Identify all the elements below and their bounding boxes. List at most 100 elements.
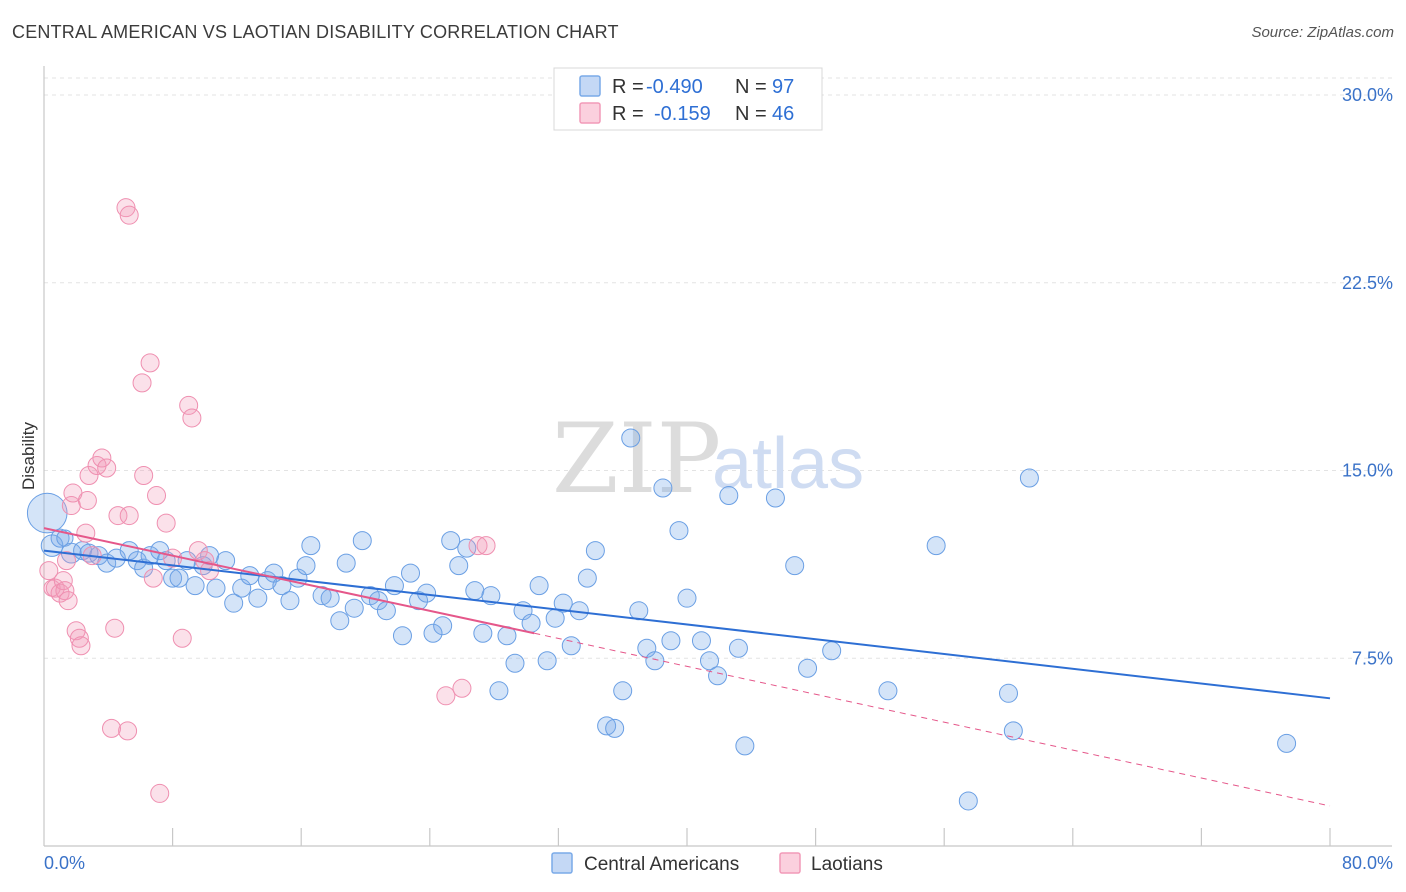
stats-legend-swatch-pink bbox=[579, 102, 601, 124]
laotian-point-25 bbox=[119, 506, 139, 526]
central-american-point-93 bbox=[958, 791, 978, 811]
legend-label-central-americans: Central Americans bbox=[584, 854, 739, 875]
central-american-point-89 bbox=[798, 658, 818, 678]
central-american-point-79 bbox=[669, 521, 689, 541]
central-american-point-61 bbox=[521, 613, 541, 633]
stats-legend-swatch-blue bbox=[579, 75, 601, 97]
central-american-point-45 bbox=[392, 626, 412, 646]
central-american-point-59 bbox=[505, 653, 525, 673]
central-american-point-81 bbox=[691, 631, 711, 651]
central-american-point-17 bbox=[169, 568, 189, 588]
laotian-point-20 bbox=[102, 718, 122, 738]
laotian-point-6 bbox=[57, 551, 77, 571]
central-american-point-85 bbox=[728, 638, 748, 658]
laotian-point-18 bbox=[92, 448, 112, 468]
central-american-point-86 bbox=[735, 736, 755, 756]
central-american-point-51 bbox=[441, 531, 461, 551]
y-tick-labels: 7.5% 15.0% 22.5% 30.0% bbox=[1342, 85, 1393, 668]
axes bbox=[43, 66, 1392, 847]
central-american-point-94 bbox=[999, 683, 1018, 703]
central-american-point-12 bbox=[134, 558, 154, 578]
watermark-atlas: atlas bbox=[712, 424, 864, 504]
x-tick-labels: 0.0% 80.0% bbox=[44, 853, 1393, 873]
central-american-point-57 bbox=[489, 681, 509, 701]
central-american-point-62 bbox=[529, 576, 549, 596]
laotian-point-21 bbox=[105, 618, 125, 638]
central-american-point-97 bbox=[1277, 733, 1297, 753]
laotian-point-19 bbox=[97, 458, 117, 478]
laotian-point-36 bbox=[179, 395, 199, 415]
series-legend: Central Americans Laotians bbox=[551, 852, 883, 875]
laotian-point-12 bbox=[71, 636, 91, 656]
y-tick-label-3: 30.0% bbox=[1342, 85, 1393, 105]
central-american-point-38 bbox=[336, 553, 356, 573]
central-american-point-73 bbox=[621, 428, 641, 448]
laotian-point-41 bbox=[436, 686, 456, 706]
central-american-point-56 bbox=[481, 586, 501, 606]
x-tick-label-1: 80.0% bbox=[1342, 853, 1393, 873]
central-american-point-22 bbox=[206, 578, 226, 598]
central-american-point-63 bbox=[537, 651, 557, 671]
central-american-point-37 bbox=[330, 611, 350, 631]
central-american-point-65 bbox=[553, 593, 573, 613]
central-american-point-40 bbox=[352, 531, 372, 551]
chart-title: CENTRAL AMERICAN VS LAOTIAN DISABILITY C… bbox=[12, 22, 619, 42]
legend-label-laotians: Laotians bbox=[811, 854, 883, 875]
central-american-point-2 bbox=[50, 528, 70, 548]
central-american-point-87 bbox=[765, 488, 785, 508]
laotian-point-28 bbox=[134, 466, 154, 486]
laotian-point-31 bbox=[147, 486, 167, 506]
central-american-point-35 bbox=[312, 586, 332, 606]
laotian-point-24 bbox=[118, 721, 138, 741]
central-american-point-33 bbox=[296, 556, 316, 576]
central-american-point-27 bbox=[248, 588, 268, 608]
central-american-point-70 bbox=[597, 716, 617, 736]
y-axis-label: Disability bbox=[19, 421, 38, 490]
central-american-point-31 bbox=[280, 591, 300, 611]
central-american-point-88 bbox=[785, 556, 805, 576]
central-american-point-74 bbox=[629, 601, 649, 621]
watermark-zip: ZIP bbox=[552, 403, 721, 515]
central-american-point-53 bbox=[457, 538, 477, 558]
central-american-point-24 bbox=[224, 593, 244, 613]
central-american-point-83 bbox=[708, 666, 728, 686]
trend-lines bbox=[43, 527, 1331, 807]
central-american-point-96 bbox=[1019, 468, 1039, 488]
laotian-point-29 bbox=[140, 353, 160, 373]
laotian-point-33 bbox=[156, 513, 176, 533]
central-american-point-77 bbox=[653, 478, 673, 498]
legend-swatch-laotians bbox=[779, 852, 801, 874]
laotian-trend-extension bbox=[534, 632, 1331, 807]
central-american-point-78 bbox=[661, 631, 681, 651]
central-american-point-0 bbox=[26, 492, 68, 534]
laotian-point-22 bbox=[108, 506, 128, 526]
central-american-point-52 bbox=[449, 556, 469, 576]
laotian-point-4 bbox=[53, 571, 73, 591]
laotian-point-43 bbox=[468, 536, 488, 556]
laotian-point-37 bbox=[182, 408, 202, 428]
stats-legend-r-label-1: R = bbox=[612, 76, 644, 98]
central-american-trend-line bbox=[43, 549, 1331, 700]
central-american-point-54 bbox=[465, 581, 485, 601]
central-american-point-49 bbox=[423, 623, 443, 643]
laotian-point-11 bbox=[69, 628, 89, 648]
laotian-point-42 bbox=[452, 678, 472, 698]
laotian-trend-line bbox=[43, 527, 535, 635]
stats-legend-r-value-1: -0.490 bbox=[646, 76, 703, 98]
source-label: Source: ZipAtlas.com bbox=[1251, 24, 1394, 41]
laotian-point-35 bbox=[172, 628, 192, 648]
central-american-point-16 bbox=[163, 568, 183, 588]
laotian-point-3 bbox=[50, 583, 70, 603]
central-american-point-71 bbox=[605, 718, 625, 738]
central-american-point-47 bbox=[409, 591, 429, 611]
watermark: ZIP atlas bbox=[552, 403, 864, 515]
central-american-point-36 bbox=[320, 588, 340, 608]
x-tick-label-0: 0.0% bbox=[44, 853, 85, 873]
central-american-point-76 bbox=[645, 651, 665, 671]
central-american-point-19 bbox=[185, 576, 205, 596]
laotian-point-15 bbox=[79, 466, 99, 486]
central-american-point-69 bbox=[585, 541, 605, 561]
y-tick-label-1: 15.0% bbox=[1342, 461, 1393, 481]
central-american-point-92 bbox=[926, 536, 946, 556]
